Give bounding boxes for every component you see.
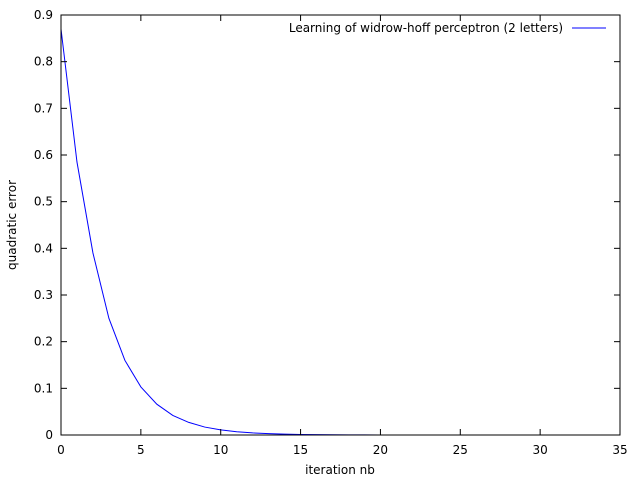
x-tick-label: 5 — [137, 443, 145, 457]
y-tick-label: 0.3 — [34, 288, 53, 302]
x-tick-label: 30 — [533, 443, 548, 457]
y-axis-ticks: 0 0.1 0.2 0.3 0.4 0.5 0.6 0.7 0.8 0.9 — [34, 8, 620, 442]
y-axis-label: quadratic error — [5, 180, 19, 270]
legend-entry-label: Learning of widrow-hoff perceptron (2 le… — [289, 21, 563, 35]
x-tick-label: 0 — [57, 443, 65, 457]
legend: Learning of widrow-hoff perceptron (2 le… — [289, 21, 606, 35]
plot-frame — [60, 14, 621, 436]
x-tick-label: 20 — [373, 443, 388, 457]
y-tick-label: 0 — [45, 428, 53, 442]
y-tick-label: 0.9 — [34, 8, 53, 22]
x-tick-label: 15 — [293, 443, 308, 457]
y-tick-label: 0.1 — [34, 381, 53, 395]
x-axis-ticks: 0 5 10 15 20 25 30 35 — [57, 15, 628, 457]
y-tick-label: 0.2 — [34, 335, 53, 349]
y-tick-label: 0.6 — [34, 148, 53, 162]
y-tick-label: 0.7 — [34, 101, 53, 115]
x-tick-label: 35 — [612, 443, 627, 457]
y-tick-label: 0.5 — [34, 195, 53, 209]
y-tick-label: 0.8 — [34, 55, 53, 69]
x-tick-label: 25 — [453, 443, 468, 457]
y-tick-label: 0.4 — [34, 241, 53, 255]
x-tick-label: 10 — [213, 443, 228, 457]
x-axis-label: iteration nb — [305, 463, 375, 477]
